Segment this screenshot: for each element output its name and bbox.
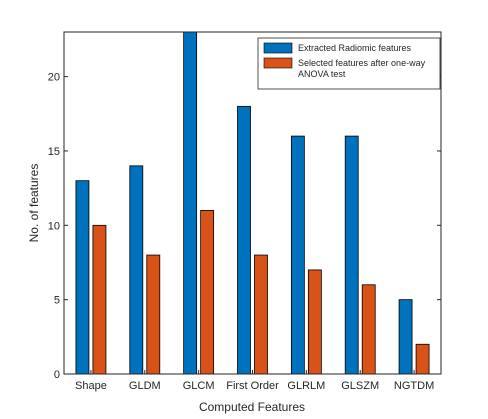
x-tick-label: Shape bbox=[75, 380, 107, 392]
x-axis: Shape GLDM GLCM First Order GLRLM GLSZM NGTDM bbox=[75, 370, 434, 392]
x-tick-label: First Order bbox=[226, 380, 279, 392]
legend-swatch-extracted bbox=[263, 42, 293, 54]
y-tick-label: 10 bbox=[48, 220, 60, 232]
legend: Extracted Radiomic features Selected feat… bbox=[257, 37, 441, 90]
bar-selected-shape bbox=[92, 224, 107, 375]
y-tick-label: 15 bbox=[48, 146, 60, 158]
x-tick-label: GLSZM bbox=[341, 380, 379, 392]
legend-label-selected: Selected features after one-way bbox=[298, 58, 426, 68]
bar-extracted-gldm bbox=[129, 165, 144, 375]
bar-extracted-first-order bbox=[237, 105, 251, 375]
y-axis-title: No. of features bbox=[27, 164, 41, 243]
x-tick-label: GLCM bbox=[183, 380, 215, 392]
bars-group bbox=[75, 31, 430, 375]
bar-selected-glrlm bbox=[307, 269, 322, 375]
x-tick-label: NGTDM bbox=[394, 380, 434, 392]
legend-swatch-selected bbox=[263, 57, 293, 69]
bar-selected-gldm bbox=[146, 254, 161, 375]
bar-extracted-ngtdm bbox=[398, 299, 413, 375]
legend-label-extracted: Extracted Radiomic features bbox=[298, 43, 412, 53]
y-tick-label: 5 bbox=[54, 295, 60, 307]
bar-extracted-glrlm bbox=[290, 135, 305, 375]
bar-selected-glcm bbox=[200, 210, 215, 375]
x-tick-label: GLRLM bbox=[287, 380, 325, 392]
x-axis-title: Computed Features bbox=[199, 400, 305, 414]
bar-selected-first-order bbox=[254, 254, 268, 375]
bar-extracted-glszm bbox=[344, 135, 359, 375]
bar-extracted-glcm bbox=[183, 31, 198, 375]
bar-selected-glszm bbox=[361, 284, 376, 375]
x-tick-label: GLDM bbox=[129, 380, 161, 392]
legend-label-selected: ANOVA test bbox=[298, 69, 346, 79]
bar-selected-ngtdm bbox=[415, 343, 430, 375]
y-tick-label: 0 bbox=[54, 369, 60, 381]
y-tick-label: 20 bbox=[48, 72, 60, 84]
bar-extracted-shape bbox=[75, 180, 90, 375]
